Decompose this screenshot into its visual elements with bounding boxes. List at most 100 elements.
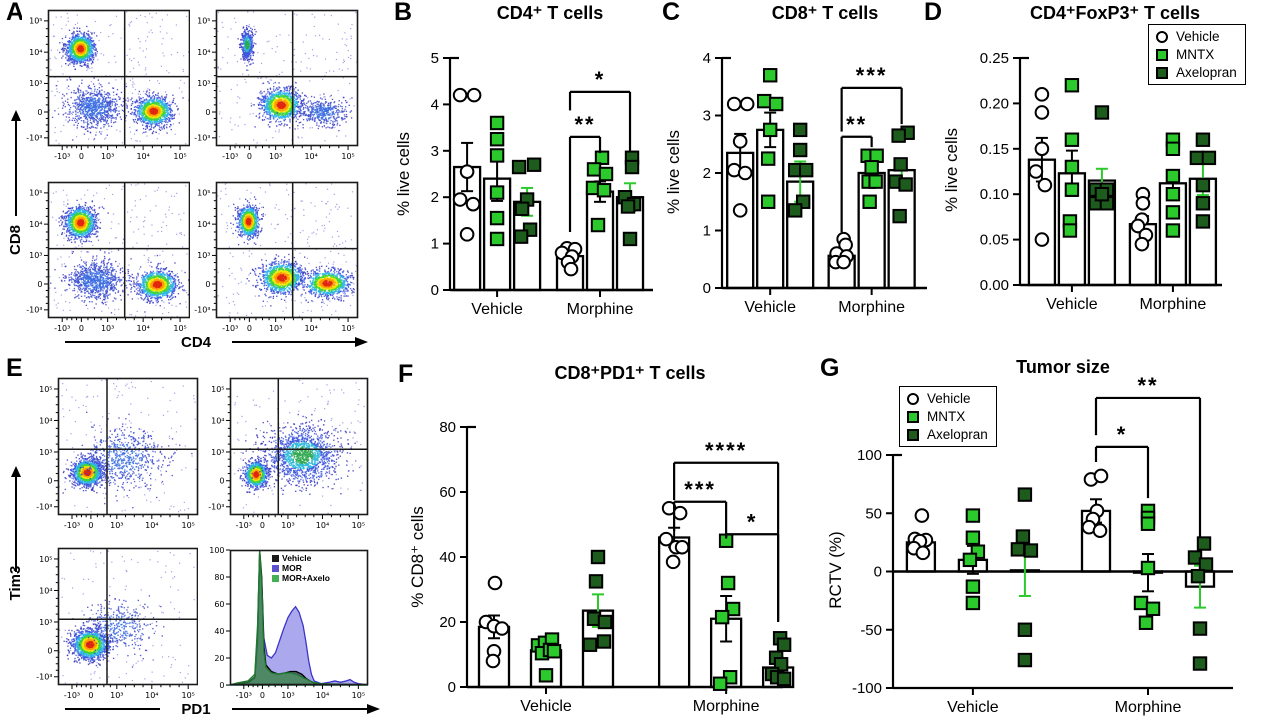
data-point-circle bbox=[672, 505, 688, 521]
data-point-circle bbox=[563, 261, 579, 277]
data-point-circle bbox=[1130, 218, 1146, 234]
tick-label: 60 bbox=[439, 484, 456, 501]
data-point-square bbox=[1165, 141, 1181, 157]
data-point-square bbox=[1165, 205, 1181, 220]
data-point-square bbox=[768, 96, 784, 112]
data-point-square bbox=[1190, 568, 1206, 584]
tick-label: 100 bbox=[857, 447, 882, 464]
data-point-square bbox=[776, 637, 792, 652]
data-point-square bbox=[1140, 560, 1156, 576]
data-point-square bbox=[1064, 182, 1080, 197]
legend-item-vehicle: Vehicle bbox=[907, 390, 988, 407]
histogram-legend-item: MOR+Axelo bbox=[272, 573, 330, 583]
data-point-circle bbox=[658, 531, 674, 547]
histogram-legend: Vehicle MOR MOR+Axelo bbox=[272, 553, 330, 583]
overlay-histogram-canvas bbox=[198, 546, 374, 703]
data-point-square bbox=[1017, 487, 1033, 502]
tick-label: 0 bbox=[431, 282, 439, 299]
legend-label: Vehicle bbox=[927, 391, 971, 406]
legend-swatch-vehicle-icon bbox=[272, 554, 279, 562]
data-point-square bbox=[1064, 159, 1080, 175]
data-point-circle bbox=[732, 203, 748, 218]
sig-stars: *** bbox=[856, 63, 888, 88]
data-point-square bbox=[489, 148, 505, 163]
bar bbox=[857, 171, 886, 290]
data-point-circle bbox=[1034, 105, 1050, 120]
tick-label: 1 bbox=[431, 236, 439, 253]
histogram-legend-item: MOR bbox=[272, 563, 330, 573]
group-label: Vehicle bbox=[520, 698, 572, 715]
data-point-square bbox=[1189, 150, 1205, 166]
data-point-square bbox=[622, 231, 638, 247]
flow-plot-canvas bbox=[32, 375, 202, 532]
data-point-square bbox=[1195, 196, 1211, 211]
data-point-square bbox=[489, 185, 505, 200]
data-point-square bbox=[597, 614, 613, 630]
data-point-square bbox=[798, 162, 814, 178]
square-marker-icon bbox=[1156, 66, 1168, 79]
flow-plot-canvas bbox=[32, 545, 202, 702]
data-point-square bbox=[760, 151, 776, 166]
circle-marker-icon bbox=[1156, 30, 1168, 43]
tick-label: 4 bbox=[703, 50, 711, 67]
data-point-circle bbox=[466, 87, 482, 103]
group-label: Morphine bbox=[693, 698, 760, 715]
data-point-circle bbox=[452, 192, 468, 207]
data-point-square bbox=[598, 166, 614, 182]
tick-label: 20 bbox=[439, 614, 456, 631]
flow-plot-canvas bbox=[190, 7, 362, 163]
data-point-circle bbox=[485, 653, 501, 669]
sig-stars: ** bbox=[846, 112, 867, 137]
tick-label: 0.05 bbox=[980, 232, 1009, 249]
sig-stars: * bbox=[595, 67, 606, 92]
sig-stars: ** bbox=[1137, 373, 1158, 398]
sig-stars: * bbox=[1117, 422, 1128, 447]
data-point-square bbox=[756, 93, 772, 109]
data-point-square bbox=[868, 174, 883, 189]
group-label: Vehicle bbox=[471, 301, 523, 318]
data-point-square bbox=[1201, 150, 1217, 166]
tick-label: 3 bbox=[431, 143, 439, 160]
data-point-square bbox=[1064, 132, 1080, 147]
data-point-square bbox=[526, 157, 542, 172]
data-point-square bbox=[1195, 177, 1211, 193]
data-point-circle bbox=[1092, 523, 1108, 539]
group-label: Vehicle bbox=[947, 699, 999, 716]
data-point-square bbox=[620, 199, 636, 214]
flow-x-axis-label-pd1: PD1 bbox=[181, 701, 211, 718]
data-point-square bbox=[898, 177, 913, 192]
data-point-square bbox=[1064, 78, 1080, 93]
data-point-square bbox=[1195, 214, 1211, 229]
legend-label: MOR+Axelo bbox=[282, 573, 330, 583]
data-point-circle bbox=[459, 227, 475, 242]
data-point-circle bbox=[1034, 141, 1050, 157]
sig-stars: **** bbox=[705, 438, 747, 463]
data-point-square bbox=[893, 157, 908, 172]
group-label: Vehicle bbox=[744, 299, 796, 316]
data-point-circle bbox=[737, 165, 753, 181]
data-point-square bbox=[1192, 621, 1208, 636]
data-point-square bbox=[760, 194, 776, 209]
group-label: Morphine bbox=[1140, 296, 1207, 313]
data-point-circle bbox=[674, 539, 690, 555]
panel-letter-c: C bbox=[662, 0, 681, 26]
data-point-square bbox=[596, 183, 612, 198]
data-point-square bbox=[1015, 529, 1031, 544]
data-point-square bbox=[965, 595, 981, 611]
bar bbox=[1188, 177, 1218, 287]
data-point-circle bbox=[836, 254, 851, 270]
legend-item-axelopran: Axelopran bbox=[907, 426, 988, 443]
legend-label: MNTX bbox=[1176, 47, 1215, 62]
data-point-square bbox=[624, 159, 640, 175]
panel-letter-g: G bbox=[820, 354, 840, 382]
data-point-square bbox=[792, 122, 808, 138]
legend-item-mntx: MNTX bbox=[907, 408, 988, 425]
data-point-circle bbox=[914, 508, 930, 523]
data-point-circle bbox=[465, 196, 481, 212]
data-point-square bbox=[1094, 105, 1110, 120]
data-point-square bbox=[762, 122, 778, 138]
data-point-square bbox=[594, 150, 610, 165]
data-point-square bbox=[1165, 168, 1181, 184]
tick-label: 0.10 bbox=[980, 186, 1009, 203]
